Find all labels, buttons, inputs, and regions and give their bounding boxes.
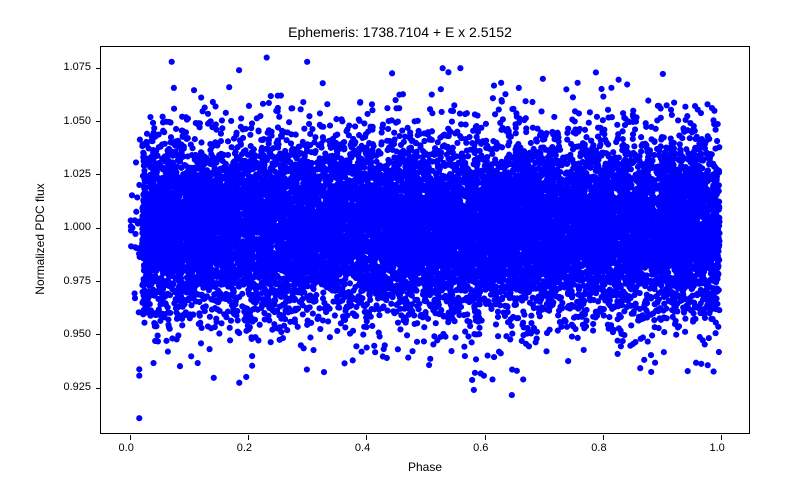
x-tick-label: 0.0 — [119, 442, 134, 454]
y-tick-label: 0.950 — [46, 328, 91, 340]
y-tick-label: 0.975 — [46, 275, 91, 287]
y-tick-label: 0.925 — [46, 381, 91, 393]
chart-title: Ephemeris: 1738.7104 + E x 2.5152 — [0, 24, 800, 40]
figure: Ephemeris: 1738.7104 + E x 2.5152 0.00.2… — [0, 0, 800, 500]
x-axis-label: Phase — [100, 460, 750, 474]
y-tick-label: 1.050 — [46, 115, 91, 127]
x-tick-label: 0.4 — [355, 442, 370, 454]
y-tick-label: 1.000 — [46, 221, 91, 233]
x-tick-label: 0.8 — [591, 442, 606, 454]
plot-area: 0.00.20.40.60.81.00.9250.9500.9751.0001.… — [100, 46, 750, 434]
scatter-points — [101, 47, 749, 433]
scatter-marker-path — [128, 54, 723, 421]
y-tick-label: 1.075 — [46, 61, 91, 73]
x-tick-label: 0.2 — [237, 442, 252, 454]
y-tick-label: 1.025 — [46, 168, 91, 180]
y-axis-label: Normalized PDC flux — [33, 45, 47, 433]
x-tick-label: 1.0 — [709, 442, 724, 454]
x-tick-label: 0.6 — [473, 442, 488, 454]
